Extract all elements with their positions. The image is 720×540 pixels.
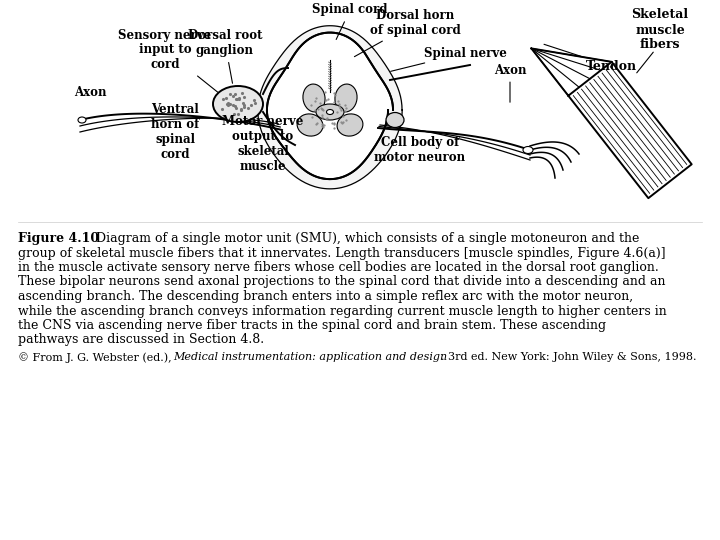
Text: Spinal nerve: Spinal nerve xyxy=(391,46,506,71)
Text: Figure 4.10: Figure 4.10 xyxy=(18,232,99,245)
Text: Cell body of
motor neuron: Cell body of motor neuron xyxy=(374,136,466,164)
Text: Motor nerve
output to
skeletal
muscle: Motor nerve output to skeletal muscle xyxy=(222,115,304,173)
Text: ascending branch. The descending branch enters into a simple reflex arc with the: ascending branch. The descending branch … xyxy=(18,290,633,303)
Text: Axon: Axon xyxy=(73,85,107,98)
Text: Ventral
horn of
spinal
cord: Ventral horn of spinal cord xyxy=(151,103,199,161)
Text: pathways are discussed in Section 4.8.: pathways are discussed in Section 4.8. xyxy=(18,334,264,347)
Text: the CNS via ascending nerve fiber tracts in the spinal cord and brain stem. Thes: the CNS via ascending nerve fiber tracts… xyxy=(18,319,606,332)
Ellipse shape xyxy=(78,117,86,123)
Ellipse shape xyxy=(297,114,323,136)
Polygon shape xyxy=(267,32,393,179)
Ellipse shape xyxy=(316,104,344,120)
Text: Medical instrumentation: application and design: Medical instrumentation: application and… xyxy=(173,353,447,362)
Text: Spinal cord: Spinal cord xyxy=(312,3,388,39)
Polygon shape xyxy=(267,32,393,179)
Ellipse shape xyxy=(213,86,263,122)
Text: Sensory nerve
input to
cord: Sensory nerve input to cord xyxy=(118,29,218,92)
Text: © From J. G. Webster (ed.),: © From J. G. Webster (ed.), xyxy=(18,353,175,363)
Polygon shape xyxy=(568,62,692,198)
Text: Tendon: Tendon xyxy=(544,44,637,73)
Ellipse shape xyxy=(337,114,363,136)
Text: group of skeletal muscle fibers that it innervates. Length transducers [muscle s: group of skeletal muscle fibers that it … xyxy=(18,246,665,260)
Text: Axon: Axon xyxy=(494,64,526,102)
Polygon shape xyxy=(258,26,402,189)
Ellipse shape xyxy=(386,112,404,127)
Ellipse shape xyxy=(523,146,533,153)
Ellipse shape xyxy=(303,84,325,112)
Text: . 3rd ed. New York: John Wiley & Sons, 1998.: . 3rd ed. New York: John Wiley & Sons, 1… xyxy=(441,353,696,362)
Text: These bipolar neurons send axonal projections to the spinal cord that divide int: These bipolar neurons send axonal projec… xyxy=(18,275,665,288)
Text: Diagram of a single motor unit (SMU), which consists of a single motoneuron and : Diagram of a single motor unit (SMU), wh… xyxy=(88,232,639,245)
Ellipse shape xyxy=(335,84,357,112)
Ellipse shape xyxy=(326,110,333,114)
Text: while the ascending branch conveys information regarding current muscle length t: while the ascending branch conveys infor… xyxy=(18,305,667,318)
Text: in the muscle activate sensory nerve fibers whose cell bodies are located in the: in the muscle activate sensory nerve fib… xyxy=(18,261,659,274)
Text: Dorsal horn
of spinal cord: Dorsal horn of spinal cord xyxy=(354,9,460,57)
Text: Dorsal root
ganglion: Dorsal root ganglion xyxy=(188,29,262,83)
Text: Skeletal
muscle
fibers: Skeletal muscle fibers xyxy=(631,9,688,51)
